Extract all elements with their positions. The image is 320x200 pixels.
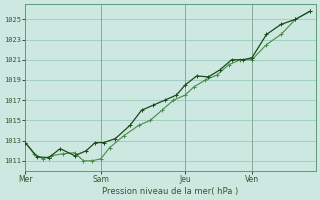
X-axis label: Pression niveau de la mer( hPa ): Pression niveau de la mer( hPa )	[102, 187, 239, 196]
